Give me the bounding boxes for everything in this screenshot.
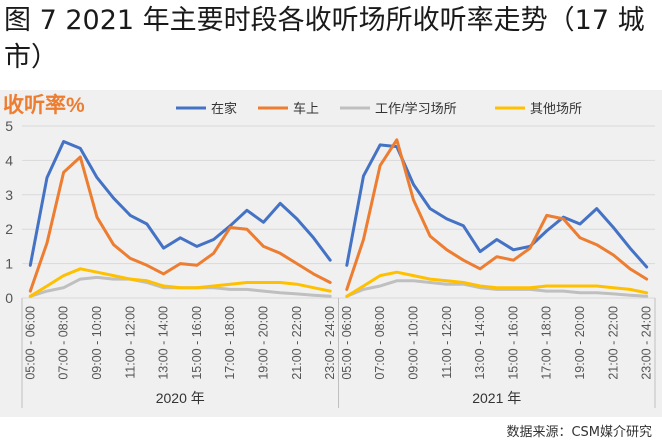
legend-label: 在家 [211,101,237,116]
x-tick-label: 17:00 - 18:00 [540,306,554,380]
x-tick-label: 13:00 - 14:00 [157,306,171,380]
x-tick-label: 07:00 - 08:00 [57,306,71,380]
x-tick-label: 05:00 - 06:00 [23,306,37,380]
x-tick-label: 11:00 - 12:00 [123,306,137,379]
figure-title: 图 7 2021 年主要时段各收听场所收听率走势（17 城市） [4,5,645,73]
line-chart: 收听率% 0 1 2 3 4 5 在家 车上 工作/学习场所 其他场所 05:00 - 06:00 07… [3,93,656,408]
x-tick-label: 23:00 - 24:00 [323,306,337,380]
x-tick-label: 09:00 - 10:00 [406,306,420,380]
x-tick-label: 05:00 - 06:00 [340,306,354,380]
y-tick-label: 4 [5,152,13,168]
x-tick-label: 15:00 - 16:00 [506,306,520,380]
x-tick-label: 17:00 - 18:00 [223,306,237,380]
x-tick-label: 19:00 - 20:00 [257,306,271,380]
series-line-1 [28,140,332,267]
x-tick-label: 13:00 - 14:00 [473,306,487,380]
series-line-2 [345,138,649,291]
y-tick-label: 0 [5,290,13,306]
x-tick-label: 07:00 - 08:00 [373,306,387,380]
year-group-label: 2020 年 [156,390,205,406]
year-group-label: 2021 年 [472,390,521,406]
legend-label: 工作/学习场所 [375,101,457,116]
series-line-4 [345,270,649,298]
y-tick-label: 2 [5,221,13,237]
legend-label: 其他场所 [530,101,582,116]
series-line-3 [345,279,649,298]
series-line-1 [345,143,649,269]
x-tick-label: 11:00 - 12:00 [440,306,454,379]
y-tick-label: 3 [5,187,13,203]
x-tick-label: 21:00 - 22:00 [606,306,620,380]
data-source-note: 数据来源：CSM媒介研究 [506,425,652,440]
series-line-4 [28,267,332,298]
x-tick-label: 21:00 - 22:00 [290,306,304,380]
y-axis-label: 收听率% [3,93,85,117]
x-tick-label: 15:00 - 16:00 [190,306,204,380]
x-tick-label: 19:00 - 20:00 [573,306,587,380]
y-tick-label: 1 [5,256,13,272]
x-tick-label: 09:00 - 10:00 [90,306,104,380]
legend-label: 车上 [293,101,319,116]
y-tick-label: 5 [5,118,13,134]
series-line-2 [28,155,332,293]
chart-panel: 收听率% 0 1 2 3 4 5 在家 车上 工作/学习场所 其他场所 05:00 - 06:00 07… [0,90,662,417]
x-tick-label: 23:00 - 24:00 [640,306,654,380]
